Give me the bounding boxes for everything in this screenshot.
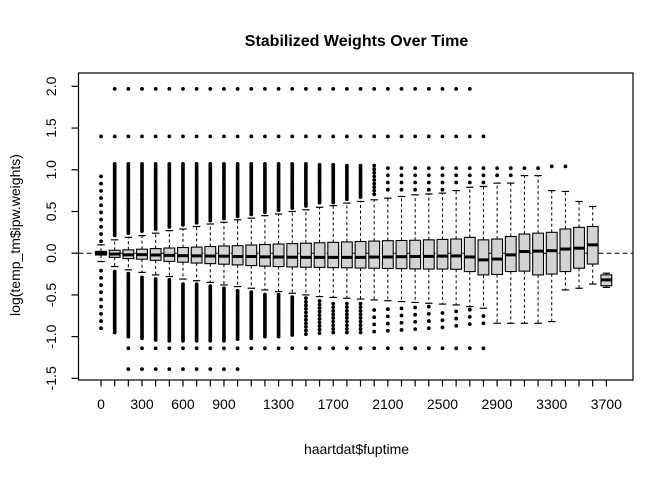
x-tick-label: 1300 [263, 396, 294, 412]
box [299, 242, 312, 268]
box [532, 232, 545, 276]
box [422, 239, 435, 270]
plot-border [77, 72, 634, 381]
box [545, 231, 558, 275]
x-tick-label: 300 [130, 396, 154, 412]
x-tick-label: 900 [212, 396, 236, 412]
box [395, 239, 408, 270]
x-tick-label: 2900 [482, 396, 513, 412]
box [381, 240, 394, 270]
y-tick-label: -1.0 [43, 324, 59, 348]
chart-title: Stabilized Weights Over Time [244, 33, 469, 50]
x-tick-label: 0 [97, 396, 105, 412]
box [327, 241, 340, 269]
box [450, 238, 463, 270]
box [409, 239, 422, 270]
y-tick-label: 1.0 [43, 160, 59, 180]
x-tick-label: 3300 [536, 396, 567, 412]
box [286, 243, 299, 268]
box [368, 240, 381, 269]
x-tick-label: 1700 [318, 396, 349, 412]
box [272, 243, 285, 268]
y-tick-label: 1.5 [43, 118, 59, 138]
box [436, 238, 449, 270]
y-tick-label: 0.5 [43, 202, 59, 222]
box [463, 236, 476, 273]
box [354, 240, 367, 269]
boxes [95, 175, 613, 324]
x-tick-label: 3700 [591, 396, 622, 412]
outliers [99, 86, 568, 372]
box [313, 242, 326, 268]
x-axis-label: haartdat$fuptime [303, 441, 410, 457]
x-axis: 0 300 600 900 1300 1700 2100 2500 2900 3300 3700 [97, 380, 622, 412]
x-tick-label: 2500 [427, 396, 458, 412]
x-tick-label: 600 [171, 396, 195, 412]
box [477, 239, 490, 276]
y-tick-label: -1.5 [43, 366, 59, 390]
box [258, 243, 271, 267]
box [340, 241, 353, 269]
y-tick-label: 2.0 [43, 76, 59, 96]
y-tick-label: 0.0 [43, 243, 59, 263]
y-axis: -1.5 -1.0 -0.5 0.0 0.5 1.0 1.5 2.0 [43, 76, 79, 390]
x-tick-label: 2100 [372, 396, 403, 412]
y-tick-label: -0.5 [43, 283, 59, 307]
box [491, 238, 504, 276]
